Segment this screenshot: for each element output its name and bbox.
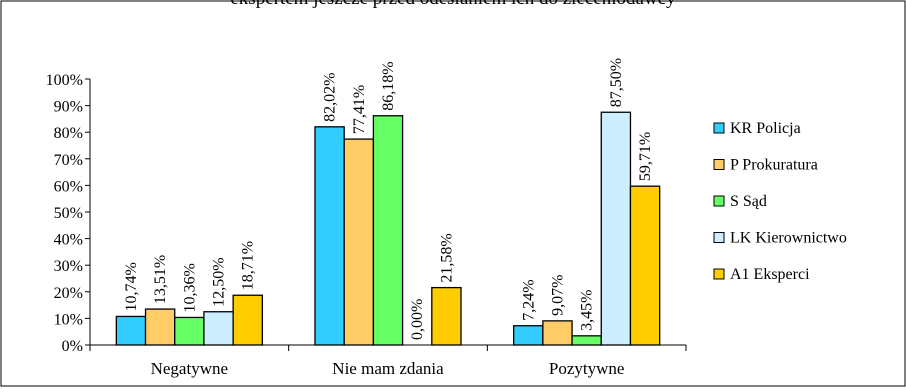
bar xyxy=(600,111,632,346)
data-label: 21,58% xyxy=(438,233,455,282)
data-label: 12,50% xyxy=(211,257,228,306)
legend-label: A1 Eksperci xyxy=(730,266,810,283)
data-label: 3,45% xyxy=(579,289,596,330)
bar xyxy=(203,311,234,346)
data-label: 59,71% xyxy=(637,132,654,181)
data-label: 82,02% xyxy=(322,72,339,121)
bar xyxy=(144,308,176,346)
bar xyxy=(115,315,147,346)
legend-swatch xyxy=(713,232,725,243)
y-tick-label: 60% xyxy=(54,178,83,195)
data-label: 7,24% xyxy=(520,279,537,320)
bar xyxy=(431,286,462,346)
y-tick-label: 10% xyxy=(54,311,83,328)
y-tick-label: 30% xyxy=(54,258,83,275)
bar xyxy=(372,115,404,346)
bar xyxy=(629,185,661,346)
bar xyxy=(571,335,602,346)
data-label: 86,18% xyxy=(380,61,397,110)
y-tick-label: 70% xyxy=(54,152,83,169)
legend-label: LK Kierownictwo xyxy=(730,230,847,247)
bar xyxy=(343,138,375,346)
legend-swatch xyxy=(713,268,725,280)
data-label: 77,41% xyxy=(351,85,368,134)
chart-title: ekspertem jeszcze przed odesłaniem ich d… xyxy=(230,0,676,9)
bar xyxy=(513,325,544,346)
legend-swatch xyxy=(713,195,725,207)
y-tick-label: 80% xyxy=(54,125,83,142)
data-label: 18,71% xyxy=(240,241,257,290)
data-label: 10,36% xyxy=(181,263,198,312)
legend-swatch xyxy=(713,159,725,170)
data-label: 13,51% xyxy=(152,255,169,304)
y-tick-label: 0% xyxy=(62,338,83,355)
x-category-label: Pozytywne xyxy=(549,359,625,378)
bar xyxy=(314,126,345,346)
y-tick-label: 50% xyxy=(54,205,83,222)
x-category-label: Nie mam zdania xyxy=(332,359,444,378)
data-label: 0,00% xyxy=(409,299,426,340)
data-label: 10,74% xyxy=(123,262,140,311)
x-category-label: Negatywne xyxy=(151,359,228,378)
bar xyxy=(174,316,205,346)
legend-label: KR Policja xyxy=(730,120,801,137)
y-tick-label: 100% xyxy=(46,72,83,89)
legend: KR Policja P Prokuratura S Sąd LK Kierownic… xyxy=(713,120,847,283)
y-tick-label: 20% xyxy=(54,285,83,302)
bar xyxy=(232,294,263,346)
data-label: 9,07% xyxy=(549,275,566,316)
data-label: 87,50% xyxy=(608,58,625,107)
y-tick-label: 40% xyxy=(54,232,83,249)
y-tick-label: 90% xyxy=(54,99,83,116)
bar xyxy=(542,320,573,346)
legend-label: P Prokuratura xyxy=(730,157,818,174)
plot-area: 0% 10% 20% 30% 40% 50% 60% 70% 80% 90% 100% 10,74% 1… xyxy=(46,58,687,378)
legend-swatch xyxy=(713,122,725,134)
legend-label: S Sąd xyxy=(730,193,767,210)
